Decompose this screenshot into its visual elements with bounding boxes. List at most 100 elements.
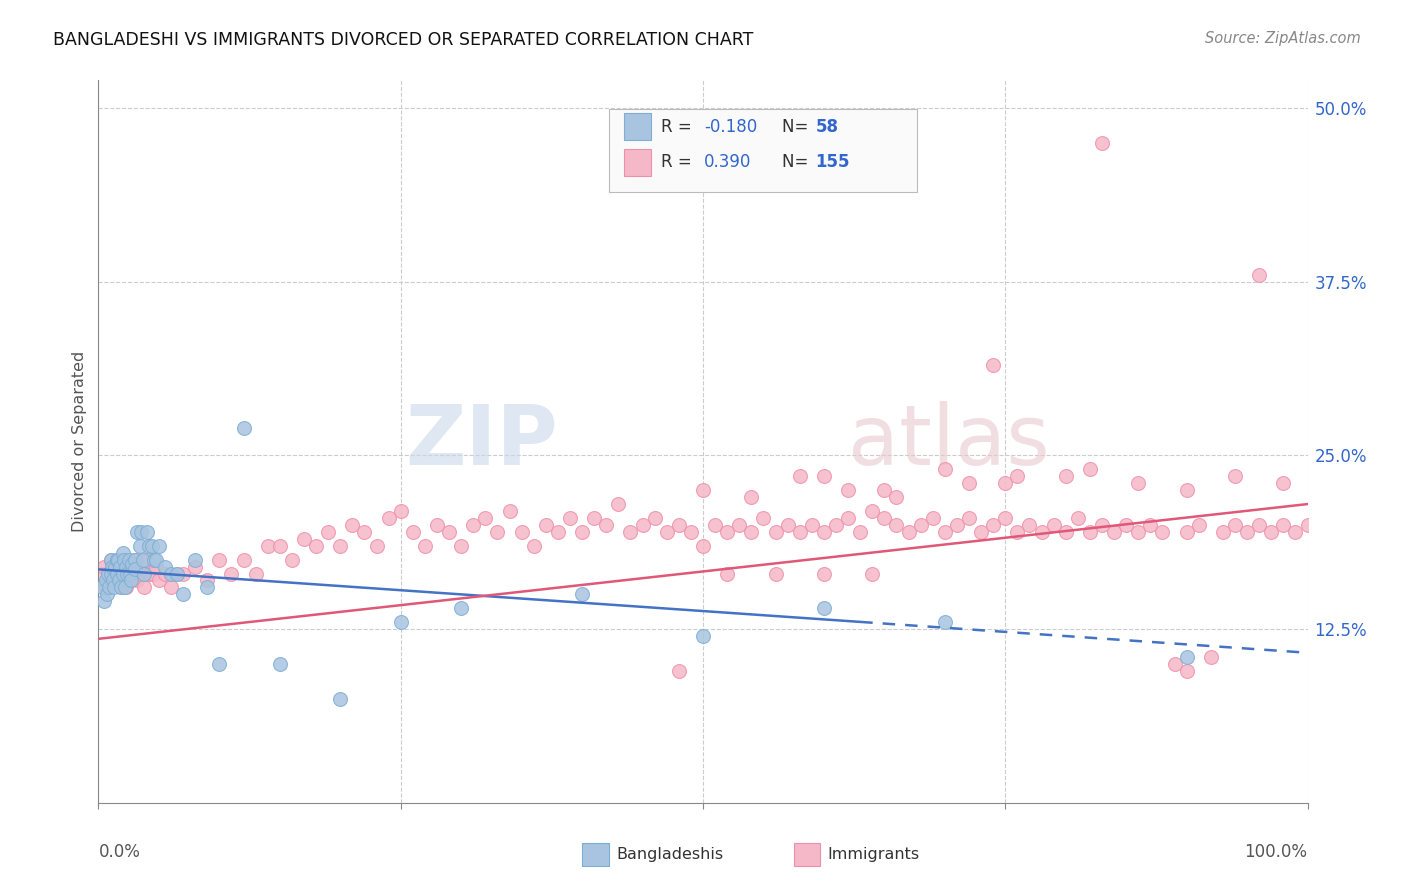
Point — [437, 524, 460, 539]
Point — [679, 524, 702, 539]
Point — [1249, 268, 1271, 282]
Point — [813, 469, 835, 483]
Point — [474, 511, 496, 525]
Text: 0.0%: 0.0% — [98, 843, 141, 861]
Point — [104, 566, 127, 581]
Point — [148, 574, 170, 588]
Point — [127, 524, 149, 539]
Point — [547, 524, 569, 539]
Point — [316, 524, 339, 539]
Point — [118, 552, 141, 566]
Point — [1018, 517, 1040, 532]
Point — [98, 581, 121, 595]
Point — [342, 517, 364, 532]
Point — [837, 511, 859, 525]
Point — [118, 566, 141, 581]
Point — [232, 420, 254, 434]
Point — [860, 566, 883, 581]
Point — [172, 566, 194, 581]
Point — [813, 524, 835, 539]
Text: 100.0%: 100.0% — [1244, 843, 1308, 861]
Point — [583, 511, 606, 525]
Point — [93, 594, 115, 608]
Point — [813, 566, 835, 581]
Point — [1199, 649, 1222, 664]
Point — [910, 517, 932, 532]
Point — [128, 566, 150, 581]
Point — [111, 546, 134, 560]
Point — [1163, 657, 1185, 671]
Point — [94, 574, 117, 588]
Bar — [793, 843, 820, 865]
Point — [101, 574, 124, 588]
Point — [1175, 483, 1198, 498]
Point — [886, 490, 908, 504]
Point — [402, 524, 425, 539]
Point — [114, 581, 136, 595]
Point — [934, 462, 956, 476]
Point — [957, 476, 980, 491]
Point — [110, 581, 132, 595]
Point — [692, 539, 714, 553]
Point — [740, 490, 762, 504]
Point — [389, 504, 412, 518]
Point — [776, 517, 799, 532]
Point — [100, 552, 122, 566]
Point — [160, 566, 183, 581]
Point — [426, 517, 449, 532]
Point — [789, 524, 811, 539]
Point — [1091, 517, 1114, 532]
Point — [1067, 511, 1090, 525]
Point — [153, 566, 176, 581]
Point — [1091, 136, 1114, 150]
Text: N=: N= — [782, 118, 813, 136]
Point — [837, 483, 859, 498]
Point — [1128, 476, 1150, 491]
Text: Source: ZipAtlas.com: Source: ZipAtlas.com — [1205, 31, 1361, 46]
Point — [245, 566, 267, 581]
Point — [110, 581, 132, 595]
Point — [1139, 517, 1161, 532]
Point — [184, 559, 207, 574]
Point — [134, 566, 156, 581]
Point — [135, 524, 157, 539]
Point — [135, 552, 157, 566]
Point — [558, 511, 581, 525]
Bar — [624, 149, 651, 177]
Point — [523, 539, 546, 553]
Point — [765, 566, 787, 581]
Point — [1042, 517, 1064, 532]
Point — [105, 566, 128, 581]
Text: BANGLADESHI VS IMMIGRANTS DIVORCED OR SEPARATED CORRELATION CHART: BANGLADESHI VS IMMIGRANTS DIVORCED OR SE… — [53, 31, 754, 49]
Point — [981, 358, 1004, 372]
Point — [329, 691, 352, 706]
Point — [366, 539, 388, 553]
Point — [208, 657, 231, 671]
Point — [292, 532, 315, 546]
Text: 0.390: 0.390 — [704, 153, 752, 171]
Point — [716, 524, 738, 539]
Point — [153, 559, 176, 574]
Point — [1007, 469, 1029, 483]
Point — [121, 566, 143, 581]
Point — [118, 566, 141, 581]
FancyBboxPatch shape — [609, 109, 917, 193]
Point — [571, 524, 593, 539]
Point — [108, 566, 131, 581]
Point — [107, 566, 129, 581]
Point — [105, 552, 128, 566]
Point — [1175, 524, 1198, 539]
Point — [655, 524, 678, 539]
Point — [121, 557, 143, 571]
Point — [134, 581, 156, 595]
Point — [389, 615, 412, 630]
Point — [184, 552, 207, 566]
Point — [269, 657, 291, 671]
Point — [100, 559, 122, 574]
Point — [644, 511, 666, 525]
Point — [112, 552, 135, 566]
Point — [94, 581, 117, 595]
Point — [765, 524, 787, 539]
Point — [704, 517, 727, 532]
Point — [111, 552, 134, 566]
